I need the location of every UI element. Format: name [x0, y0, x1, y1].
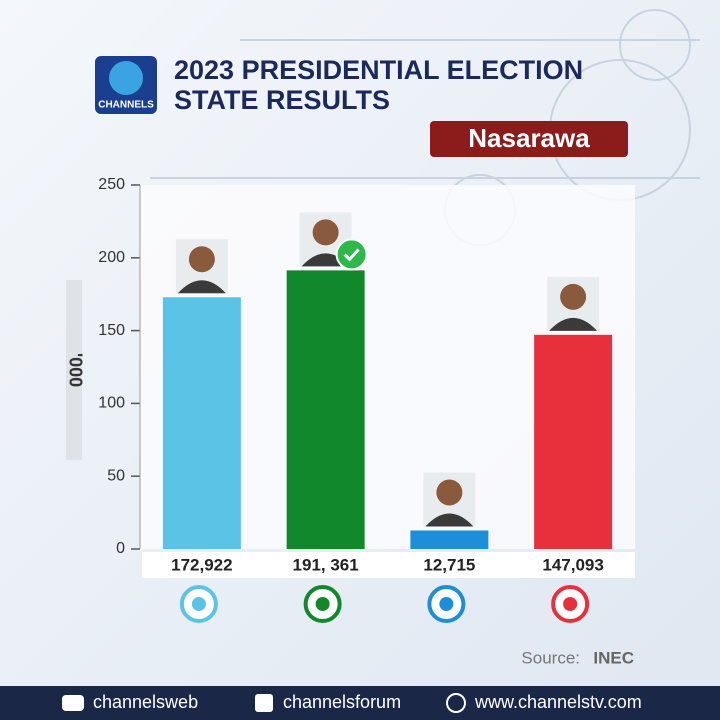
y-tick-label: 250	[98, 176, 125, 193]
youtube-icon	[62, 695, 84, 711]
candidate-head	[188, 246, 215, 273]
value-strip	[142, 552, 635, 578]
facebook-icon	[255, 694, 273, 712]
subtitle-box	[430, 121, 628, 157]
web-icon	[446, 693, 466, 713]
bar	[286, 270, 365, 549]
footer	[0, 686, 720, 720]
party-logo-center	[315, 597, 330, 611]
footer-text: channelsweb	[93, 692, 198, 712]
chart-title: 2023 PRESIDENTIAL ELECTION	[174, 55, 583, 85]
value-label: 191, 361	[293, 555, 359, 574]
candidate-head	[560, 283, 587, 310]
y-tick-label: 100	[98, 395, 125, 412]
value-label: 172,922	[171, 555, 232, 574]
bar	[162, 297, 241, 549]
brand-globe	[109, 61, 143, 95]
bar	[410, 530, 489, 549]
candidate-body	[549, 317, 598, 331]
y-tick-label: 50	[107, 467, 125, 484]
y-tick-label: 0	[116, 540, 125, 557]
candidate-head	[436, 479, 463, 506]
chart-title: STATE RESULTS	[174, 85, 390, 115]
chart-subtitle: Nasarawa	[468, 123, 590, 153]
value-label: 147,093	[542, 555, 603, 574]
source-label: Source:	[521, 648, 580, 667]
candidate-body	[425, 513, 474, 527]
value-label: 12,715	[423, 555, 475, 574]
winner-check	[335, 238, 368, 271]
y-tick-label: 200	[98, 249, 125, 266]
candidate-body	[177, 280, 226, 294]
winner-checkmark	[343, 248, 360, 262]
party-logo-center	[439, 597, 454, 611]
footer-text: www.channelstv.com	[474, 692, 642, 712]
footer-text: channelsforum	[283, 692, 401, 712]
party-logo-center	[563, 597, 578, 611]
candidate-head	[312, 219, 339, 246]
source: INEC	[593, 648, 634, 667]
brand-name: CHANNELS	[98, 100, 154, 111]
party-logo-center	[191, 597, 206, 611]
y-axis-label: '000	[65, 353, 85, 387]
y-tick-label: 150	[98, 322, 125, 339]
bar	[534, 334, 613, 549]
axis-label-bg	[66, 280, 82, 460]
